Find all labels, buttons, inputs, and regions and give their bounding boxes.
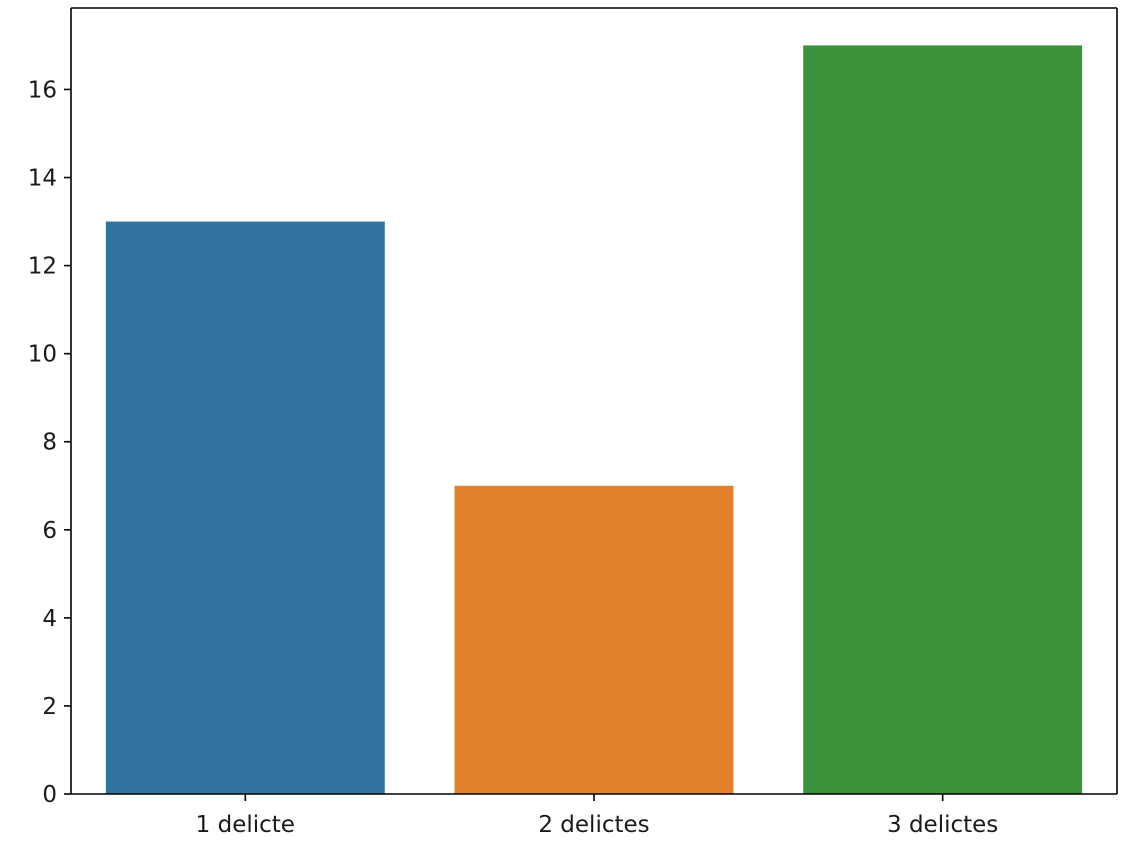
y-tick-label: 12 [28,254,57,280]
bar-1 [105,221,385,794]
x-axis-ticks: 1 delicte 2 delictes 3 delictes [196,794,998,838]
axes-frame [70,7,1118,795]
bar-3 [803,45,1083,795]
y-tick-label: 0 [42,782,57,808]
y-tick-label: 10 [28,342,57,368]
x-tick-label: 2 delictes [538,812,649,838]
x-tick-label: 3 delictes [887,812,998,838]
bars-group [105,45,1083,795]
y-axis-ticks: 0 2 4 6 8 10 12 14 16 [28,77,71,808]
y-tick-label: 14 [28,166,57,192]
y-tick-label: 4 [42,606,57,632]
y-tick-label: 8 [42,430,57,456]
bar-2 [454,485,734,794]
y-tick-label: 2 [42,694,57,720]
y-tick-label: 6 [42,518,57,544]
x-tick-label: 1 delicte [196,812,295,838]
y-tick-label: 16 [28,77,57,103]
